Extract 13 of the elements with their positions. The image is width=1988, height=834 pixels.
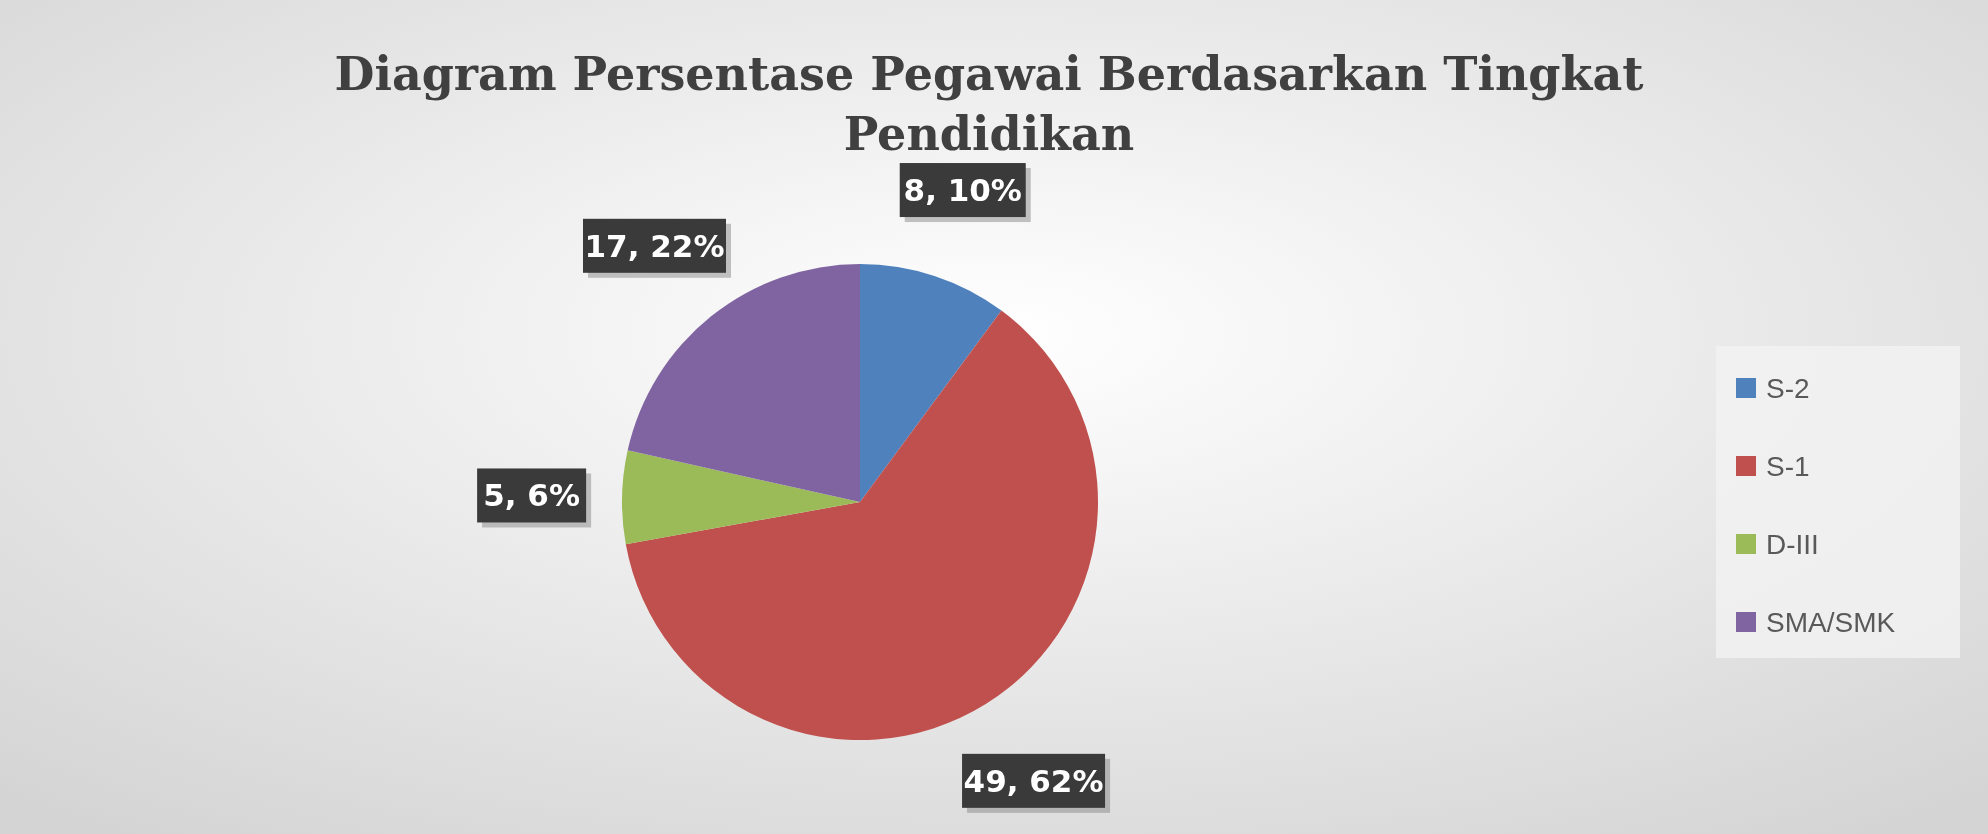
- pie-slice: [625, 310, 1098, 740]
- data-label: 17, 22%: [584, 227, 725, 264]
- pie-slice: [860, 264, 1002, 502]
- data-label: 5, 6%: [483, 477, 581, 514]
- pie-slice: [622, 450, 860, 545]
- legend-label: S-1: [1766, 451, 1810, 482]
- chart-title: Diagram Persentase Pegawai Berdasarkan Tingkat Pendidikan: [334, 47, 1645, 161]
- data-label: 49, 62%: [963, 762, 1104, 799]
- legend-label: D-III: [1766, 529, 1819, 560]
- pie-slice: [627, 264, 860, 502]
- legend-label: SMA/SMK: [1766, 607, 1896, 638]
- data-label: 8, 10%: [903, 172, 1022, 209]
- legend-label: S-2: [1766, 373, 1810, 404]
